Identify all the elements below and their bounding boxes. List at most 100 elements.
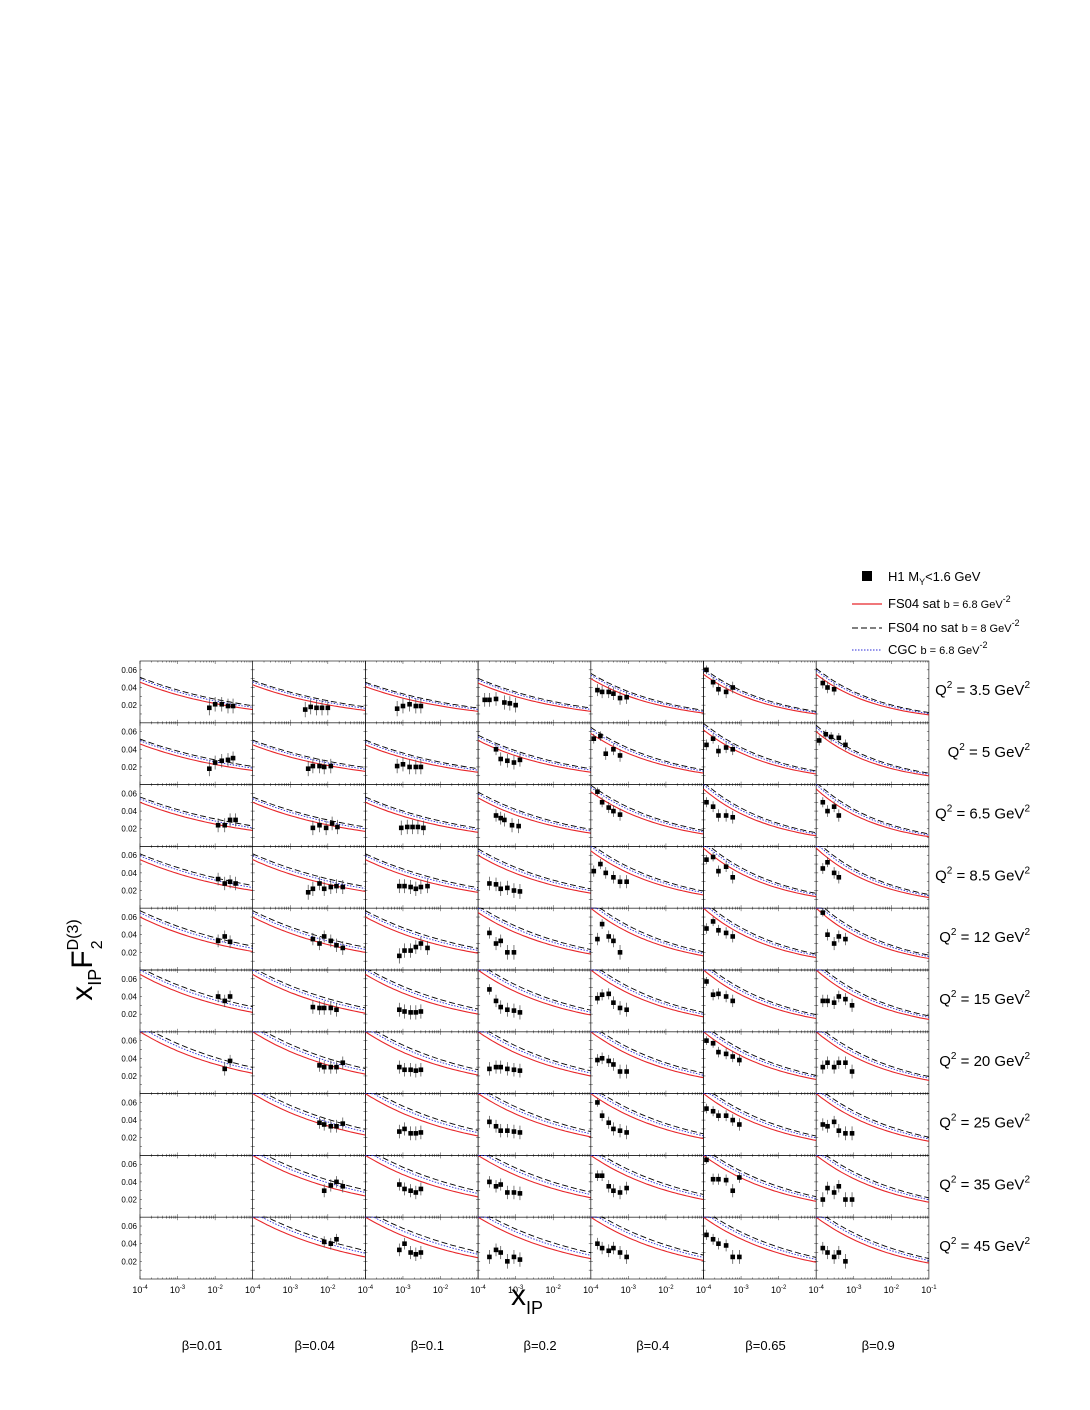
data-point — [314, 705, 319, 711]
data-point — [606, 689, 612, 695]
panel-5-1 — [252, 969, 366, 1033]
data-point — [836, 1060, 842, 1065]
data-point — [212, 760, 218, 765]
x-tick-marks — [590, 784, 702, 847]
curve-cgc — [590, 786, 704, 833]
x-tick-marks — [816, 661, 928, 723]
data-point — [716, 1113, 721, 1118]
y-tick-marks — [365, 916, 479, 962]
data-point — [397, 1064, 402, 1070]
data-point — [394, 706, 400, 711]
panel-2-5 — [703, 784, 817, 847]
data-point — [505, 758, 510, 764]
y-tick-marks — [816, 978, 929, 1024]
data-point — [493, 882, 499, 887]
y-tick-marks — [252, 1102, 366, 1147]
curve-fs04-sat — [477, 854, 591, 894]
x-tick-marks — [139, 970, 252, 1032]
data-point — [329, 821, 335, 826]
data-point — [843, 1131, 848, 1136]
curve-fs04-sat — [590, 678, 704, 714]
panel-frame — [365, 1031, 479, 1094]
data-point — [516, 823, 521, 829]
x-tick-marks — [365, 661, 477, 723]
curve-fs04-nosat — [816, 845, 929, 896]
data-point — [617, 753, 623, 758]
panel-4-3 — [477, 907, 592, 971]
curve-cgc — [365, 1093, 479, 1134]
curve-fs04-nosat — [703, 1093, 817, 1137]
panel-6-3 — [477, 1031, 592, 1094]
curve-fs04-sat — [365, 859, 479, 893]
x-tick-marks — [477, 784, 590, 847]
curve-fs04-nosat — [140, 1031, 253, 1068]
x-tick-marks — [477, 1031, 590, 1094]
data-point — [624, 1254, 629, 1260]
data-point — [704, 1106, 709, 1111]
data-point — [617, 1250, 623, 1255]
curve-cgc — [477, 793, 591, 832]
panel-6-4 — [590, 1031, 704, 1094]
data-point — [843, 1060, 848, 1065]
data-point — [611, 1126, 616, 1132]
beta-label: β=0.4 — [636, 1338, 669, 1353]
curve-fs04-sat — [815, 1154, 929, 1203]
x-tick-label: 10-2 — [546, 1285, 562, 1295]
legend-entry-label: CGC b = 6.8 GeV-2 — [888, 640, 988, 657]
data-point — [836, 1184, 842, 1189]
curve-fs04-nosat — [252, 796, 366, 828]
data-point — [611, 1000, 616, 1005]
curve-fs04-nosat — [139, 676, 253, 707]
curve-fs04-sat — [703, 847, 817, 898]
y-tick-marks — [590, 793, 704, 838]
curve-cgc — [252, 1216, 366, 1254]
data-point — [408, 1067, 413, 1073]
x-tick-marks — [703, 1031, 815, 1094]
data-point — [410, 824, 415, 830]
panel-2-1 — [252, 784, 366, 847]
curve-fs04-nosat — [365, 1216, 479, 1253]
q2-label: Q2 = 8.5 GeV2 — [935, 865, 1030, 884]
panel-frame — [252, 846, 366, 909]
y-tick-marks — [140, 1225, 253, 1271]
panel-0-0: 0.02 0.04 0.06 — [121, 660, 253, 724]
q2-label: Q2 = 15 GeV2 — [939, 989, 1030, 1008]
data-point — [511, 1008, 517, 1013]
data-point — [849, 1131, 855, 1136]
curve-cgc — [590, 1031, 704, 1076]
data-point — [595, 1173, 600, 1179]
x-tick-label: 10-3 — [395, 1285, 411, 1295]
x-tick-marks — [703, 661, 815, 723]
data-point — [509, 822, 515, 828]
y-tick-marks — [252, 1040, 366, 1085]
beta-labels: β=0.01 β=0.04 β=0.1 β=0.2 β=0.4 β=0.65 β=0.9 — [182, 1338, 895, 1353]
x-tick-marks — [365, 846, 477, 909]
data-point — [487, 881, 492, 886]
data-point — [603, 870, 609, 876]
data-point — [723, 930, 729, 936]
curve-fs04-nosat — [590, 845, 704, 892]
data-point — [394, 763, 400, 769]
y-tick-label: 0.04 — [121, 1240, 137, 1249]
data-point — [825, 932, 830, 937]
curve-fs04-nosat — [365, 1093, 479, 1131]
curve-cgc — [590, 969, 704, 1015]
data-point — [493, 998, 499, 1004]
data-point — [606, 934, 612, 939]
data-point — [730, 814, 736, 820]
panel-frame — [477, 1031, 592, 1094]
curve-cgc — [252, 681, 366, 709]
curve-fs04-nosat — [478, 1093, 591, 1132]
x-tick-marks — [703, 1155, 815, 1218]
curve-fs04-nosat — [252, 910, 366, 948]
beta-label: β=0.04 — [294, 1338, 334, 1353]
curve-cgc — [815, 784, 929, 836]
data-point — [230, 755, 236, 761]
curve-cgc — [816, 845, 929, 897]
data-point — [820, 1245, 826, 1251]
y-tick-marks — [703, 1040, 817, 1085]
y-tick-marks — [252, 855, 366, 900]
y-tick-marks — [140, 1102, 253, 1147]
data-point — [413, 703, 419, 709]
panel-7-2 — [365, 1093, 479, 1156]
